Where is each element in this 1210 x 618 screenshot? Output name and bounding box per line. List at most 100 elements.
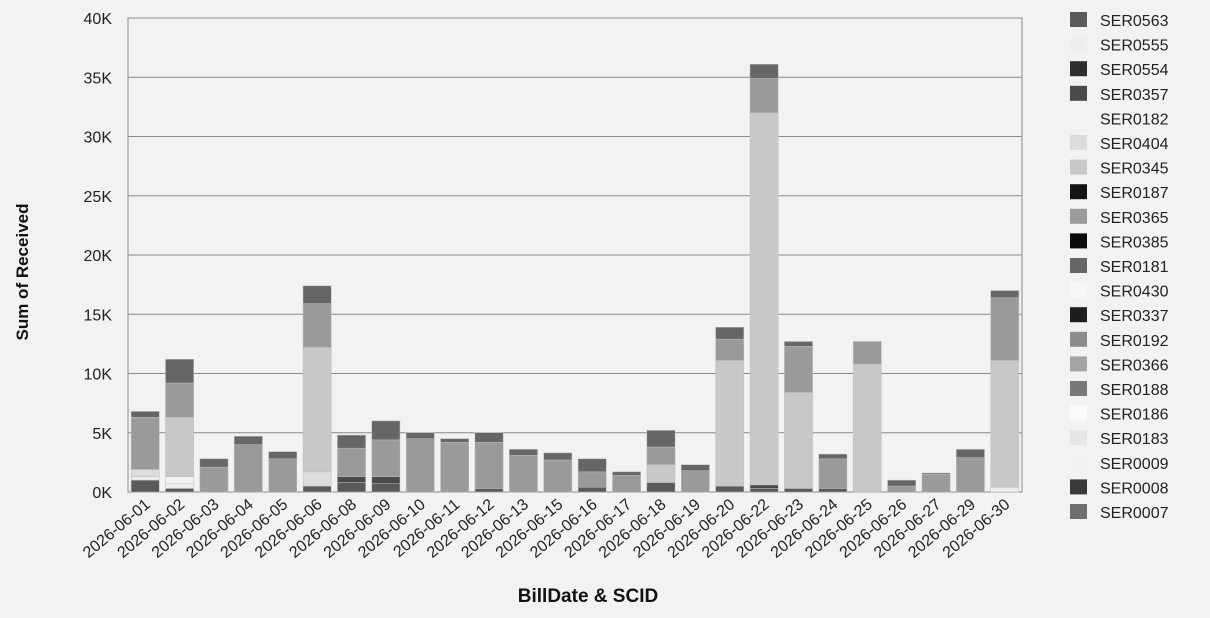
- bar-segment: [716, 339, 744, 360]
- bar-stack: [372, 421, 400, 492]
- legend-swatch: [1070, 135, 1087, 150]
- bar-segment: [131, 417, 159, 469]
- bar-stack: [922, 473, 950, 492]
- bar-stack: [681, 465, 709, 492]
- legend-label: SER0008: [1100, 480, 1169, 497]
- legend-item: SER0563: [1070, 12, 1169, 30]
- legend-label: SER0192: [1100, 333, 1169, 350]
- bar-segment: [165, 417, 193, 476]
- bar-segment: [337, 448, 365, 476]
- bar-segment: [681, 465, 709, 471]
- legend-swatch: [1070, 160, 1087, 175]
- bar-segment: [303, 472, 331, 486]
- legend-item: SER0555: [1070, 37, 1169, 55]
- bar-stack: [441, 439, 469, 492]
- bar-stack: [612, 472, 640, 492]
- y-tick-label: 15K: [84, 307, 113, 324]
- legend-swatch: [1070, 37, 1087, 52]
- bar-segment: [819, 488, 847, 492]
- bar-segment: [475, 488, 503, 492]
- legend-label: SER0404: [1100, 136, 1169, 153]
- bar-stack: [406, 433, 434, 492]
- bar-segment: [441, 442, 469, 492]
- bars: [131, 64, 1019, 492]
- legend-item: SER0345: [1070, 160, 1169, 178]
- bar-stack: [234, 436, 262, 492]
- bar-segment: [956, 449, 984, 457]
- bar-stack: [269, 452, 297, 492]
- bar-segment: [372, 440, 400, 477]
- x-axis-ticks: 2026-06-012026-06-022026-06-032026-06-04…: [80, 496, 1013, 562]
- bar-segment: [784, 342, 812, 347]
- bar-segment: [372, 484, 400, 492]
- bar-segment: [165, 484, 193, 489]
- legend-swatch: [1070, 307, 1087, 322]
- legend-label: SER0554: [1100, 62, 1169, 79]
- legend-item: SER0007: [1070, 504, 1169, 522]
- bar-segment: [372, 421, 400, 440]
- y-tick-label: 30K: [84, 130, 113, 147]
- bar-segment: [544, 453, 572, 460]
- bar-segment: [544, 460, 572, 492]
- bar-segment: [200, 459, 228, 467]
- bar-segment: [165, 488, 193, 492]
- legend-item: SER0182: [1070, 110, 1169, 128]
- bar-segment: [819, 454, 847, 459]
- bar-segment: [578, 472, 606, 487]
- legend-item: SER0188: [1070, 381, 1169, 399]
- bar-segment: [784, 488, 812, 492]
- legend-item: SER0430: [1070, 283, 1169, 301]
- bar-segment: [475, 433, 503, 442]
- legend-item: SER0186: [1070, 406, 1169, 424]
- legend-swatch: [1070, 283, 1087, 298]
- bar-segment: [819, 459, 847, 489]
- legend-swatch: [1070, 504, 1087, 519]
- legend-swatch: [1070, 356, 1087, 371]
- bar-segment: [612, 475, 640, 492]
- legend-swatch: [1070, 381, 1087, 396]
- y-tick-label: 35K: [84, 70, 113, 87]
- bar-segment: [716, 360, 744, 486]
- bar-segment: [165, 383, 193, 417]
- bar-segment: [716, 486, 744, 492]
- bar-segment: [406, 433, 434, 439]
- bar-stack: [819, 454, 847, 492]
- legend-label: SER0357: [1100, 87, 1169, 104]
- bar-segment: [956, 458, 984, 492]
- bar-segment: [131, 480, 159, 492]
- legend-item: SER0181: [1070, 258, 1169, 276]
- bar-segment: [441, 439, 469, 443]
- bar-segment: [131, 411, 159, 417]
- legend: SER0563 SER0555 SER0554 SER0357 SER0182 SER04…: [1070, 12, 1169, 522]
- legend-item: SER0366: [1070, 356, 1169, 374]
- bar-stack: [578, 459, 606, 492]
- legend-swatch: [1070, 430, 1087, 445]
- bar-segment: [131, 477, 159, 481]
- bar-stack: [200, 459, 228, 492]
- legend-swatch: [1070, 233, 1087, 248]
- legend-item: SER0192: [1070, 332, 1169, 350]
- legend-label: SER0366: [1100, 357, 1169, 374]
- legend-label: SER0183: [1100, 431, 1169, 448]
- bar-segment: [647, 483, 675, 492]
- bar-segment: [303, 286, 331, 304]
- bar-stack: [647, 430, 675, 492]
- bar-segment: [647, 465, 675, 483]
- legend-item: SER0183: [1070, 430, 1169, 448]
- legend-swatch: [1070, 86, 1087, 101]
- legend-swatch: [1070, 258, 1087, 273]
- bar-segment: [647, 447, 675, 465]
- legend-label: SER0345: [1100, 161, 1169, 178]
- bar-segment: [922, 474, 950, 492]
- bar-segment: [681, 471, 709, 492]
- bar-segment: [991, 487, 1019, 492]
- bar-segment: [991, 291, 1019, 298]
- bar-segment: [269, 459, 297, 492]
- x-axis-label: BillDate & SCID: [518, 586, 658, 607]
- legend-item: SER0187: [1070, 184, 1169, 202]
- legend-label: SER0188: [1100, 382, 1169, 399]
- legend-swatch: [1070, 12, 1087, 27]
- legend-label: SER0365: [1100, 210, 1169, 227]
- bar-segment: [612, 472, 640, 476]
